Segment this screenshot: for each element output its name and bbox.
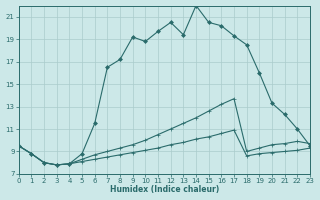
X-axis label: Humidex (Indice chaleur): Humidex (Indice chaleur) (110, 185, 219, 194)
